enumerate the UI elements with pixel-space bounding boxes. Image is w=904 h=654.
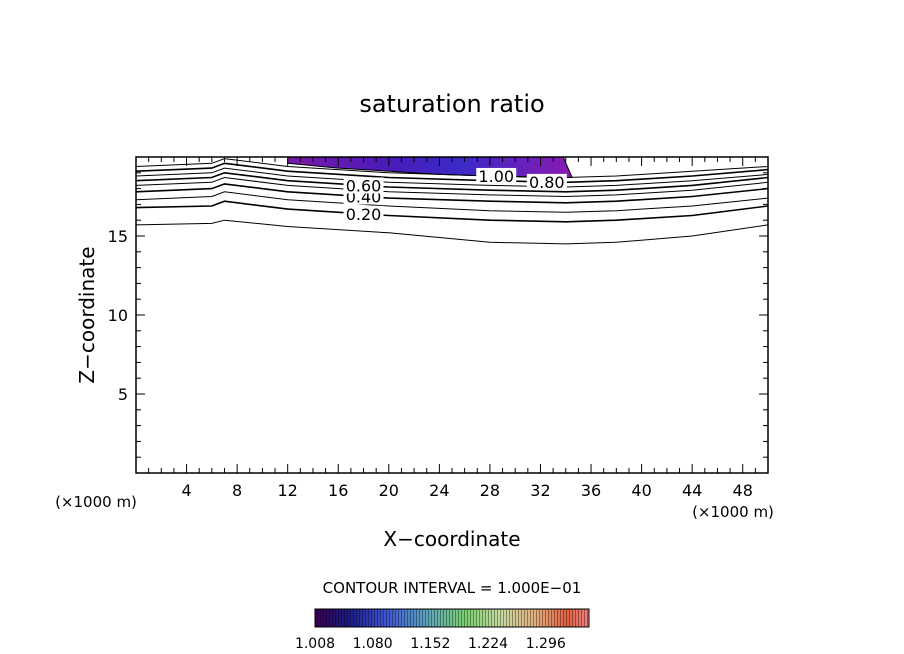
contour-line [136,183,768,204]
y-tick-label: 15 [108,227,128,246]
colorbar-stripes [315,609,589,627]
colorbar-labels: 1.008 1.080 1.152 1.224 1.296 [295,636,566,652]
colorbar-frame [314,608,590,628]
contour-label-bg [476,167,517,184]
x-tick-label: 48 [733,481,753,500]
contour-line [136,171,768,193]
x-tick-label: 28 [480,481,500,500]
y-axis-ticks: 5 10 15 [108,172,768,458]
y-tick-label: 5 [118,385,128,404]
x-tick-label: 36 [581,481,601,500]
chart-title: saturation ratio [359,90,544,118]
contour-line [136,158,768,179]
colorbar-label: 1.152 [410,636,450,652]
x-tick-label: 8 [232,481,242,500]
contour-label-bg [343,205,384,222]
contour-line [136,219,768,245]
x-axis-ticks: 4 8 12 16 20 24 28 32 36 40 44 48 [148,157,756,500]
contour-line [136,200,768,223]
contour-line [136,191,768,213]
y-axis-label: Z−coordinate [75,246,99,383]
contour-line [136,162,768,184]
x-unit-right: (×1000 m) [692,503,774,521]
colorbar [314,608,590,628]
contour-label: 1.00 [478,167,514,186]
y-tick-label: 10 [108,306,128,325]
contour-label: 0.20 [346,205,382,224]
plot-area: 0.200.400.60 1.00 0.80 [135,156,769,474]
x-tick-label: 44 [682,481,702,500]
x-unit-left: (×1000 m) [55,493,137,511]
contour-line [136,167,768,188]
contour-interval-label: CONTOUR INTERVAL = 1.000E−01 [323,579,582,597]
x-tick-label: 12 [278,481,298,500]
x-tick-label: 24 [429,481,449,500]
colorbar-label: 1.080 [353,636,393,652]
x-tick-label: 40 [631,481,651,500]
x-tick-label: 32 [530,481,550,500]
colorbar-label: 1.224 [468,636,508,652]
contour-line [136,176,768,198]
colorbar-label: 1.296 [526,636,566,652]
x-tick-label: 16 [328,481,348,500]
x-tick-label: 4 [181,481,191,500]
contour-label-bg [343,177,384,194]
contour-label: 0.80 [529,173,565,192]
x-axis-label: X−coordinate [383,527,520,551]
colorbar-label: 1.008 [295,636,335,652]
x-tick-label: 20 [379,481,399,500]
contour-label-bg [526,173,567,190]
contour-label: 0.60 [346,176,382,195]
plot-frame [135,156,769,474]
